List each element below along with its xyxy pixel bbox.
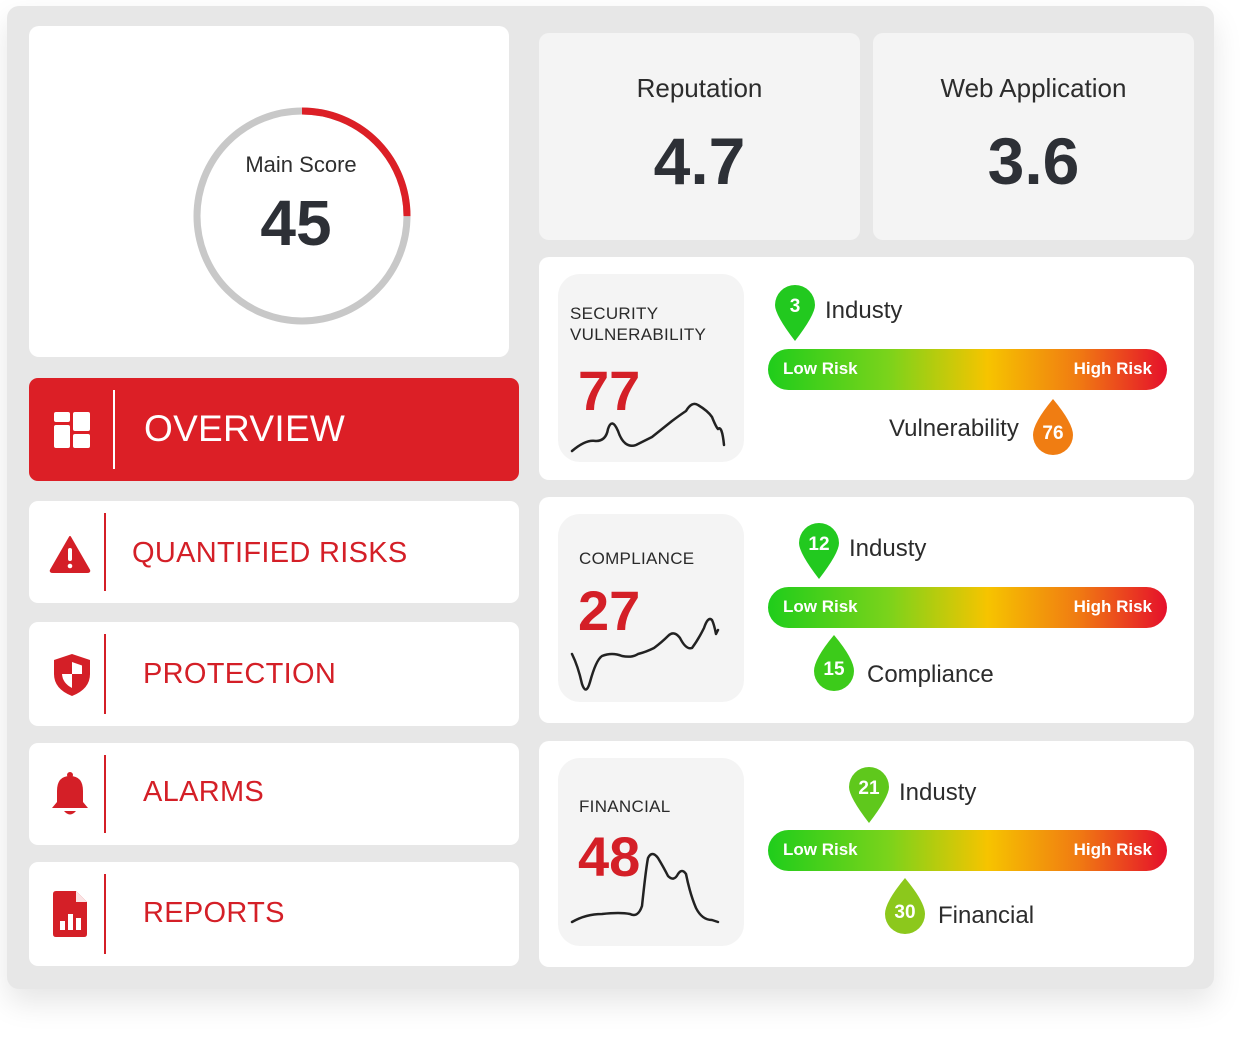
financial-title: FINANCIAL xyxy=(579,797,671,816)
menu-divider xyxy=(104,513,106,591)
low-risk-label: Low Risk xyxy=(783,840,858,859)
industry-pin: 21 xyxy=(847,765,891,825)
compliance-score: 27 xyxy=(578,579,641,642)
security-vulnerability-score: 77 xyxy=(578,359,641,422)
web-application-value: 3.6 xyxy=(987,124,1080,198)
menu-overview-label: OVERVIEW xyxy=(144,408,346,449)
financial-label: Financial xyxy=(938,902,1035,929)
warning-icon xyxy=(49,536,91,573)
security-vulnerability-tile: SECURITY VULNERABILITY 77 xyxy=(558,274,744,462)
high-risk-label: High Risk xyxy=(1073,359,1152,378)
industry-pin-value: 12 xyxy=(808,534,830,555)
risk-scale-bar: Low Risk High Risk xyxy=(768,349,1167,390)
drop-icon xyxy=(885,878,925,934)
menu-alarms-label: ALARMS xyxy=(143,776,265,808)
menu-reports[interactable]: REPORTS xyxy=(29,862,519,966)
high-risk-label: High Risk xyxy=(1073,597,1152,616)
title-line: SECURITY xyxy=(570,304,659,323)
metric-drop: 76 xyxy=(1031,397,1075,457)
bell-icon xyxy=(52,772,88,815)
menu-divider xyxy=(104,634,106,714)
menu-divider xyxy=(104,874,106,954)
compliance-label: Compliance xyxy=(867,661,994,688)
title-line: VULNERABILITY xyxy=(570,325,707,344)
security-vulnerability-sparkline xyxy=(570,402,726,453)
menu-divider xyxy=(113,390,115,469)
compliance-tile: COMPLIANCE 27 xyxy=(558,514,744,702)
menu-quantified-risks-label: QUANTIFIED RISKS xyxy=(132,537,408,569)
risk-scale-bar: Low Risk High Risk xyxy=(768,830,1167,871)
industry-pin: 12 xyxy=(797,521,841,581)
industry-pin-value: 21 xyxy=(858,778,880,799)
main-score-gauge xyxy=(193,107,411,325)
main-score-value: 45 xyxy=(260,187,332,259)
menu-protection[interactable]: PROTECTION xyxy=(29,622,519,726)
main-score-label: Main Score xyxy=(245,152,357,177)
low-risk-label: Low Risk xyxy=(783,597,858,616)
menu-quantified-risks[interactable]: QUANTIFIED RISKS xyxy=(29,501,519,603)
compliance-card: COMPLIANCE 27 12 Industy Low Risk High R… xyxy=(539,497,1194,723)
industry-pin-value: 3 xyxy=(789,296,801,317)
industry-label: Industy xyxy=(825,297,903,324)
shield-icon xyxy=(54,654,90,696)
industry-label: Industy xyxy=(899,779,977,806)
financial-card: FINANCIAL 48 21 Industy Low Risk High Ri… xyxy=(539,741,1194,967)
financial-tile: FINANCIAL 48 xyxy=(558,758,744,946)
security-vulnerability-card: SECURITY VULNERABILITY 77 3 Industy Low … xyxy=(539,257,1194,480)
reputation-value: 4.7 xyxy=(653,124,746,198)
financial-score: 48 xyxy=(578,825,641,888)
map-pin-icon xyxy=(775,285,815,341)
security-vulnerability-title: SECURITY VULNERABILITY xyxy=(570,303,706,345)
menu-overview[interactable]: OVERVIEW xyxy=(29,378,519,481)
industry-label: Industy xyxy=(849,535,927,562)
menu-reports-label: REPORTS xyxy=(143,897,285,929)
menu-protection-label: PROTECTION xyxy=(143,658,337,690)
metric-drop: 15 xyxy=(812,633,856,693)
reputation-title: Reputation xyxy=(636,73,763,103)
vulnerability-label: Vulnerability xyxy=(889,415,1019,442)
web-application-title: Web Application xyxy=(940,73,1127,103)
main-score-card: Main Score 45 xyxy=(29,26,509,357)
menu-divider xyxy=(104,755,106,833)
compliance-title: COMPLIANCE xyxy=(579,549,695,568)
compliance-sparkline xyxy=(570,617,720,691)
drop-icon xyxy=(1033,399,1073,455)
map-pin-icon xyxy=(849,767,889,823)
drop-icon xyxy=(814,635,854,691)
industry-pin: 3 xyxy=(773,283,817,343)
menu-alarms[interactable]: ALARMS xyxy=(29,743,519,845)
dashboard-icon xyxy=(54,412,90,448)
metric-drop-value: 30 xyxy=(894,902,916,923)
high-risk-label: High Risk xyxy=(1073,840,1152,859)
reputation-card: Reputation 4.7 xyxy=(539,33,860,240)
map-pin-icon xyxy=(799,523,839,579)
web-application-card: Web Application 3.6 xyxy=(873,33,1194,240)
metric-drop-value: 76 xyxy=(1042,423,1064,444)
financial-sparkline xyxy=(570,852,720,924)
report-icon xyxy=(53,891,87,937)
low-risk-label: Low Risk xyxy=(783,359,858,378)
metric-drop: 30 xyxy=(883,876,927,936)
risk-scale-bar: Low Risk High Risk xyxy=(768,587,1167,628)
metric-drop-value: 15 xyxy=(823,659,845,680)
